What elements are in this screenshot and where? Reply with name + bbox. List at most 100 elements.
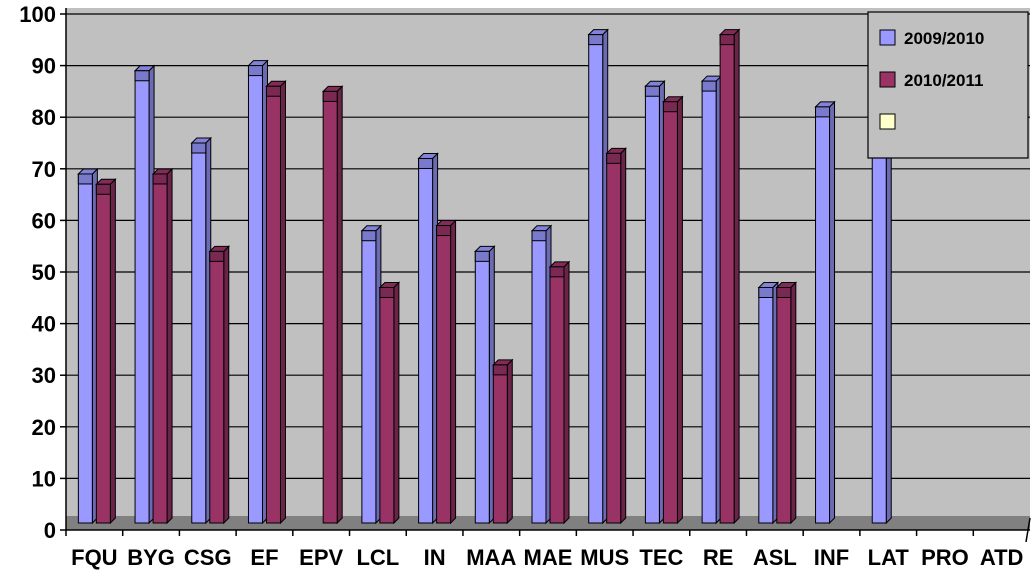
x-tick-label: IN (424, 545, 446, 570)
bar-cap (322, 90, 338, 102)
x-tick-label: LAT (868, 545, 910, 570)
bar (436, 225, 452, 524)
bar (588, 34, 604, 524)
bar-side (393, 281, 400, 525)
bar (815, 106, 831, 524)
bar-side (733, 28, 740, 525)
legend-swatch (879, 71, 896, 88)
bar (361, 230, 377, 524)
bar (719, 34, 735, 524)
x-tick-label: ATD (980, 545, 1024, 570)
bar (134, 70, 150, 524)
bar (191, 142, 207, 524)
x-tick-label: MUS (580, 545, 629, 570)
bar (662, 101, 678, 524)
bar-side (563, 260, 570, 525)
x-tick-label: INF (814, 545, 849, 570)
x-tick-label: ASL (753, 545, 797, 570)
bar-side (336, 85, 343, 525)
bar (492, 364, 508, 524)
bar-cap (644, 85, 660, 97)
y-tick-label: 20 (32, 415, 56, 440)
bar-cap (549, 266, 565, 278)
legend-swatch (879, 29, 896, 46)
x-tick-label: RE (703, 545, 734, 570)
bar (322, 90, 338, 524)
y-tick-label: 10 (32, 466, 56, 491)
bar-side (829, 100, 836, 525)
bar (606, 152, 622, 524)
bar-cap (719, 34, 735, 46)
bar-side (676, 95, 683, 525)
y-tick-label: 30 (32, 363, 56, 388)
bar (247, 65, 263, 524)
bar-side (166, 167, 173, 525)
bar-cap (606, 152, 622, 164)
bar-cap (379, 286, 395, 298)
x-tick-label: EF (250, 545, 278, 570)
x-tick-label: CSG (184, 545, 232, 570)
y-tick-label: 50 (32, 260, 56, 285)
bar (776, 286, 792, 524)
y-axis: 0 10 20 30 40 50 60 70 80 90 100 (19, 2, 67, 543)
bar (209, 250, 225, 524)
y-tick-label: 90 (32, 54, 56, 79)
bar-cap (815, 106, 831, 118)
bar-side (450, 219, 457, 525)
x-tick-label: BYG (127, 545, 175, 570)
bar-side (109, 178, 116, 525)
y-tick-label: 80 (32, 105, 56, 130)
legend-swatch (879, 113, 896, 130)
legend-label: 2009/2010 (904, 29, 984, 48)
bar-cap (247, 65, 263, 77)
bar (531, 230, 547, 524)
bar-cap (531, 230, 547, 242)
bar-side (506, 358, 513, 525)
x-tick-label: MAA (466, 545, 516, 570)
bar-cap (95, 183, 111, 195)
bar-cap (265, 85, 281, 97)
bar-side (620, 147, 627, 525)
y-tick-label: 0 (44, 518, 56, 543)
bar-cap (77, 173, 93, 185)
legend-label: 2010/2011 (904, 71, 983, 90)
bar-side (223, 245, 230, 525)
bar (379, 286, 395, 524)
bar-cap (361, 230, 377, 242)
bar-cap (191, 142, 207, 154)
bar-cap (134, 70, 150, 82)
bar-cap (418, 157, 434, 169)
bar (701, 80, 717, 524)
y-tick-label: 70 (32, 157, 56, 182)
x-tick-label: TEC (639, 545, 683, 570)
bars (77, 28, 893, 525)
bar-cap (474, 250, 490, 262)
bar-cap (662, 101, 678, 113)
x-axis: FQU BYG CSG EF EPV LCL IN MAA MAE MUS TEC RE ASL INF L… (65, 517, 1031, 570)
bar-cap (209, 250, 225, 262)
x-tick-label: MAE (524, 545, 573, 570)
x-tick-label: FQU (71, 545, 117, 570)
bar-cap (758, 286, 774, 298)
bar (549, 266, 565, 524)
bar (644, 85, 660, 524)
bar (95, 183, 111, 524)
bar-side (279, 80, 286, 525)
bar (418, 157, 434, 524)
bar (758, 286, 774, 524)
y-tick-label: 60 (32, 208, 56, 233)
x-axis-end-mark (1025, 517, 1031, 543)
bar (474, 250, 490, 524)
bar-side (790, 281, 797, 525)
bar-cap (701, 80, 717, 92)
x-tick-label: PRO (921, 545, 969, 570)
bar-cap (776, 286, 792, 298)
bar-cap (588, 34, 604, 46)
bar-cap (492, 364, 508, 376)
bar (265, 85, 281, 524)
x-tick-label: EPV (299, 545, 343, 570)
y-tick-label: 100 (19, 2, 56, 27)
bar-cap (436, 225, 452, 237)
